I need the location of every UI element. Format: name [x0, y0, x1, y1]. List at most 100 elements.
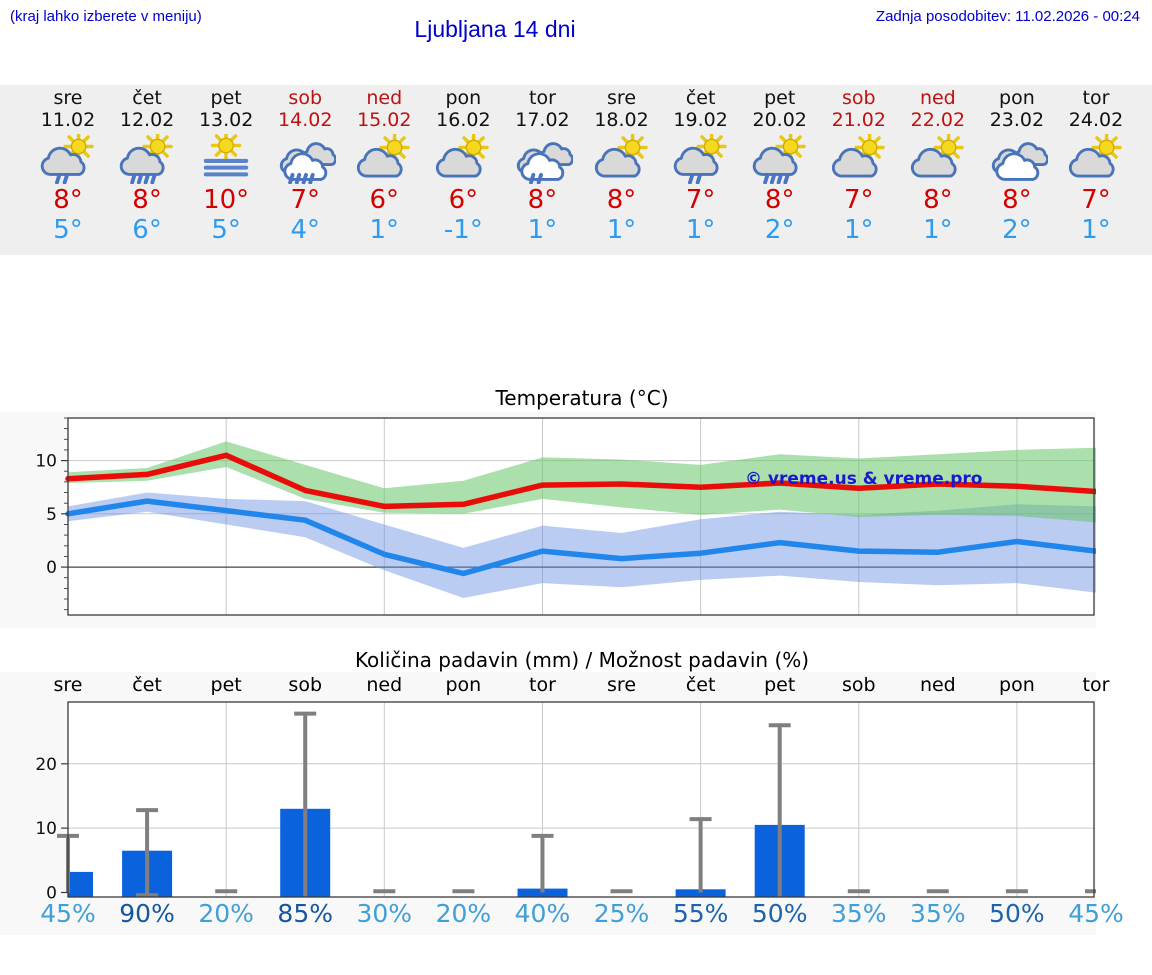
precip-day-label: čet: [685, 674, 716, 696]
low-temperature: -1°: [443, 215, 483, 245]
y-tick-label: 5: [46, 505, 57, 525]
low-temperature: 1°: [923, 215, 953, 245]
y-tick-label: 20: [35, 755, 57, 775]
day-forecast: sob 21.02 7° 1°: [819, 85, 899, 255]
day-date: 19.02: [673, 109, 728, 131]
sun-cloud-rain-icon: [749, 131, 811, 185]
cloud-shape: [119, 146, 165, 176]
last-update-label: Zadnja posodobitev: 11.02.2026 - 00:24: [875, 8, 1140, 25]
day-date: 23.02: [989, 109, 1045, 131]
y-tick-label: 0: [46, 884, 57, 904]
day-name: sob: [288, 87, 323, 109]
rain-streak: [55, 172, 62, 185]
low-temperature: 5°: [53, 215, 83, 245]
precip-bar: [675, 889, 726, 897]
precip-probability: 45%: [40, 899, 96, 928]
temp-min-band: [68, 492, 1096, 598]
day-date: 12.02: [119, 109, 175, 131]
high-temperature: 6°: [448, 185, 479, 215]
precip-day-label: tor: [1082, 674, 1110, 696]
day-date: 21.02: [831, 109, 886, 131]
day-name: ned: [919, 87, 956, 109]
precip-bar: [517, 888, 568, 897]
clouds-icon: [986, 134, 1049, 184]
precip-day-label: ned: [366, 674, 403, 696]
plot-area: [68, 702, 1094, 897]
rain-streak: [537, 172, 544, 185]
precip-day-label: pet: [764, 674, 796, 696]
low-temperature: 1°: [1081, 215, 1111, 245]
day-name: pet: [210, 87, 242, 109]
location-menu-note: (kraj lahko izberete v meniju): [10, 8, 202, 25]
day-name: pon: [999, 87, 1035, 109]
day-forecast: tor 24.02 7° 1°: [1056, 85, 1136, 255]
low-temperature: 5°: [211, 215, 241, 245]
plot-border: [67, 417, 1095, 616]
cloud-shape: [357, 147, 403, 178]
plot-border: [67, 701, 1095, 898]
low-temperature: 1°: [606, 215, 637, 245]
clouds-light-rain-icon: [511, 134, 575, 185]
day-date: 14.02: [278, 109, 333, 131]
precip-probability: 50%: [751, 899, 808, 928]
precip-probability: 90%: [119, 899, 175, 928]
cloud-shape: [910, 147, 957, 178]
low-temperature: 4°: [290, 215, 320, 245]
temp-max-line: [65, 452, 1099, 510]
day-forecast: sre 11.02 8° 5°: [28, 85, 108, 255]
precip-day-label: pon: [445, 674, 482, 696]
precipitation-chart: sre čet pet sob ned pon tor sre čet pet sob ned pon t…: [0, 672, 1124, 935]
rain-streak: [62, 172, 69, 185]
precip-bar: [68, 871, 93, 897]
temperature-chart-canvas: 0 5 10: [35, 417, 1099, 616]
sun-shape: [210, 130, 242, 161]
day-name: čet: [132, 87, 162, 109]
precip-probability: 20%: [435, 899, 492, 928]
day-forecast: pet 13.02 10° 5°: [186, 85, 266, 255]
rain-streak: [143, 172, 150, 185]
high-temperature: 7°: [1081, 185, 1111, 215]
rain-streak: [776, 172, 783, 185]
rain-streak: [150, 172, 157, 185]
temp-min-line: [65, 498, 1099, 577]
temperature-chart: 0 5 10 © vreme.us & vreme.pro: [0, 412, 1099, 628]
cloud-shape: [436, 147, 482, 178]
day-name: tor: [529, 87, 556, 109]
sun-cloud-icon: [907, 132, 969, 184]
rain-streak: [762, 172, 770, 185]
high-temperature: 8°: [527, 185, 558, 215]
day-date: 13.02: [198, 109, 254, 131]
precip-probability: 25%: [593, 899, 650, 928]
precip-day-label: tor: [529, 674, 556, 696]
day-forecast: pon 16.02 6° -1°: [423, 85, 503, 255]
sun-cloud-icon: [432, 132, 494, 184]
high-temperature: 8°: [606, 185, 637, 215]
high-temperature: 6°: [369, 185, 400, 215]
day-forecast: ned 22.02 8° 1°: [898, 85, 978, 255]
rain-streak: [136, 172, 144, 185]
rain-streak: [295, 172, 302, 185]
rain-streak: [529, 172, 536, 185]
cloud-shape: [831, 147, 878, 178]
low-temperature: 2°: [764, 215, 795, 245]
day-date: 17.02: [515, 109, 570, 131]
day-date: 20.02: [752, 109, 807, 131]
precipitation-chart-title: Količina padavin (mm) / Možnost padavin …: [354, 648, 810, 672]
rain-streak: [783, 172, 790, 185]
rain-streak: [130, 172, 137, 185]
precip-probability: 55%: [672, 899, 729, 928]
precip-day-label: sre: [53, 674, 83, 696]
rain-streak: [308, 172, 315, 185]
day-date: 24.02: [1068, 109, 1124, 131]
day-name: sre: [53, 87, 83, 109]
day-name: sre: [607, 87, 637, 109]
low-temperature: 2°: [1002, 215, 1032, 245]
cloud-shape: [594, 147, 641, 178]
sun-cloud-icon: [353, 132, 415, 184]
cloud-shape: [673, 146, 719, 176]
precip-probability: 30%: [356, 899, 413, 928]
sun-cloud-icon: [828, 132, 890, 184]
day-name: tor: [1082, 87, 1110, 109]
precip-day-label: sre: [607, 674, 637, 696]
rain-streak: [288, 172, 295, 185]
